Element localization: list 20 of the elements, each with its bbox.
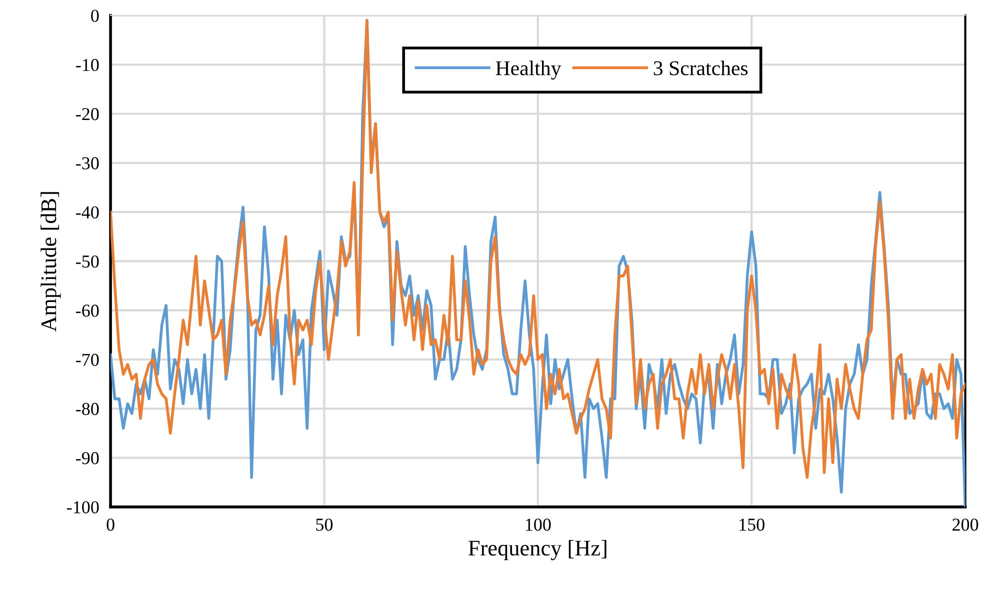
y-tick-label: -80 — [76, 402, 99, 416]
y-tick-label: -30 — [76, 157, 99, 170]
x-tick-label: 100 — [526, 518, 551, 531]
legend-label: 3 Scratches — [654, 60, 748, 76]
x-tick-label: 200 — [952, 518, 978, 531]
y-tick-label: -10 — [76, 58, 99, 72]
y-tick-label: -50 — [76, 255, 99, 268]
y-tick-label: -70 — [76, 354, 99, 366]
x-tick-label: 50 — [316, 518, 333, 531]
y-tick-label: 0 — [91, 10, 99, 22]
legend-label: Healthy — [496, 60, 562, 80]
y-tick-label: -20 — [76, 108, 99, 120]
y-axis-title: Amplitude [dB] — [40, 192, 61, 332]
y-tick-label: -90 — [76, 452, 99, 464]
y-tick-label: -60 — [76, 304, 99, 317]
y-tick-label: -100 — [67, 501, 99, 514]
y-tick-label: -40 — [76, 206, 99, 218]
x-tick-label: 150 — [740, 518, 764, 531]
x-axis-title: Frequency [Hz] — [468, 540, 606, 560]
x-tick-label: 0 — [106, 518, 114, 531]
